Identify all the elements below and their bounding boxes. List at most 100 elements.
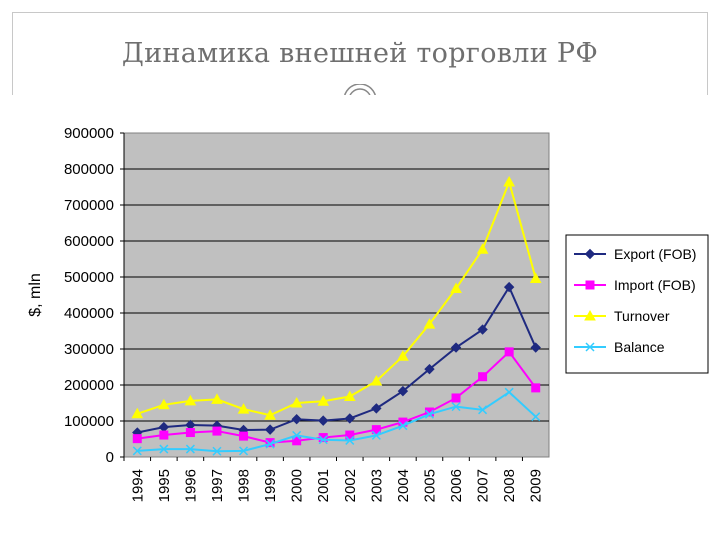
marker-stroke [585, 342, 595, 352]
x-tick-label: 1995 [156, 469, 173, 502]
data-point-balance [292, 430, 302, 440]
data-point-turnover [131, 407, 144, 419]
marker-stroke [159, 444, 169, 454]
data-point-balance [318, 435, 328, 445]
x-tick-label: 1994 [129, 469, 146, 502]
data-point-turnover [211, 393, 223, 404]
data-point-turnover [476, 243, 489, 254]
data-point-export-fob [397, 385, 409, 397]
data-point-turnover [343, 390, 356, 402]
y-tick-label: 900000 [64, 125, 114, 142]
y-tick-label: 0 [106, 449, 114, 466]
data-point-balance [451, 402, 461, 412]
data-point-balance [478, 405, 488, 415]
series-line-export-fob [137, 284, 537, 434]
marker-stroke [185, 444, 195, 454]
data-point-balance [504, 387, 514, 397]
data-point-balance [398, 421, 408, 431]
data-point-import-fob [185, 428, 195, 438]
legend-label-import-fob: Import (FOB) [614, 277, 696, 293]
legend-label-export-fob: Export (FOB) [614, 246, 696, 262]
legend-marker-balance [585, 342, 595, 352]
data-point-turnover [423, 318, 436, 329]
y-tick-label: 500000 [64, 269, 114, 286]
legend-marker-import-fob [585, 280, 595, 290]
y-tick-labels: 0 100000 200000 300000 400000 500000 600000 700… [64, 125, 114, 466]
data-point-turnover [450, 282, 462, 294]
data-point-export-fob [371, 403, 382, 414]
marker-stroke [451, 402, 461, 412]
x-tick-labels: 1994 1995 1996 1997 1998 1999 2000 2001 2002 2003… [129, 469, 544, 502]
marker-stroke [239, 446, 249, 456]
data-point-balance [265, 439, 275, 449]
x-tick-label: 1998 [236, 469, 253, 502]
data-point-turnover [237, 403, 250, 414]
data-point-import-fob [239, 431, 249, 441]
data-point-import-fob [132, 434, 142, 444]
y-tick-label: 300000 [64, 341, 114, 358]
marker-stroke [212, 446, 222, 456]
x-tick-label: 1999 [262, 469, 279, 502]
x-tick-label: 2002 [342, 469, 359, 502]
data-point-import-fob [292, 436, 302, 446]
data-point-export-fob [450, 342, 462, 353]
legend-label-turnover: Turnover [614, 308, 670, 324]
marker-stroke [371, 430, 381, 440]
data-point-export-fob [264, 424, 276, 435]
slide-title: Динамика внешней торговли РФ [121, 38, 599, 69]
series-line-balance [137, 390, 537, 453]
y-tick-label: 400000 [64, 305, 114, 322]
data-point-export-fob [318, 415, 329, 426]
data-point-turnover [290, 396, 303, 408]
data-point-balance [132, 446, 142, 456]
data-point-balance [159, 444, 169, 454]
data-point-balance [531, 412, 541, 422]
x-tick-label: 2004 [395, 469, 412, 502]
marker-stroke [345, 435, 355, 445]
x-tick-label: 2007 [475, 469, 492, 502]
data-point-export-fob [503, 281, 515, 293]
legend-marker-export-fob [584, 248, 596, 260]
marker-stroke [504, 387, 514, 397]
data-point-import-fob [318, 433, 328, 443]
data-point-turnover [157, 398, 170, 410]
data-point-turnover [529, 272, 542, 283]
data-point-balance [424, 409, 434, 419]
data-point-import-fob [451, 393, 461, 403]
marker-stroke [531, 412, 541, 422]
x-tick-label: 2003 [368, 469, 385, 502]
x-tick-label: 2006 [448, 469, 465, 502]
x-tick-label: 2008 [501, 469, 518, 502]
data-point-balance [345, 435, 355, 445]
legend: Export (FOB) Import (FOB) Turnover Balance [565, 234, 709, 374]
x-tick-label: 2000 [289, 469, 306, 502]
data-point-turnover [503, 175, 516, 187]
marker-stroke [318, 435, 328, 445]
x-tick-label: 1997 [209, 469, 226, 502]
data-point-import-fob [345, 430, 355, 440]
x-tick-label: 2009 [528, 469, 545, 502]
series-layer [131, 175, 542, 456]
data-point-turnover [184, 394, 197, 406]
x-tick-label: 2005 [421, 469, 438, 502]
marker-stroke [424, 409, 434, 419]
data-point-balance [212, 446, 222, 456]
x-tick-label: 1996 [182, 469, 199, 502]
y-tick-label: 200000 [64, 377, 114, 394]
marker-stroke [398, 421, 408, 431]
data-point-balance [185, 444, 195, 454]
marker-stroke [292, 430, 302, 440]
data-point-turnover [317, 395, 330, 406]
data-point-balance [371, 430, 381, 440]
data-point-import-fob [504, 347, 514, 357]
data-point-export-fob [291, 413, 302, 425]
marker-stroke [478, 405, 488, 415]
data-point-import-fob [212, 426, 222, 436]
y-tick-label: 100000 [64, 413, 114, 430]
trade-chart: 0 100000 200000 300000 400000 500000 600000 700… [27, 125, 709, 502]
data-point-export-fob [344, 413, 355, 424]
marker-stroke [265, 439, 275, 449]
data-point-export-fob [424, 363, 435, 375]
marker-stroke [132, 446, 142, 456]
data-point-turnover [397, 350, 409, 361]
